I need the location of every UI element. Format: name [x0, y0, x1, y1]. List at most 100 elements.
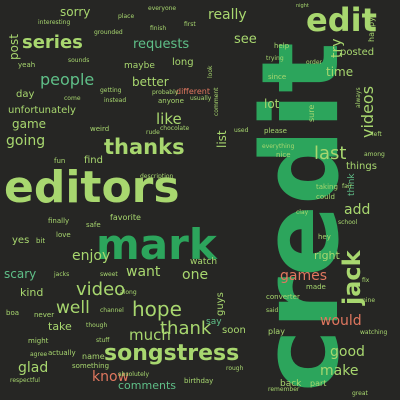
word: bit	[36, 237, 46, 245]
word: name	[82, 352, 105, 361]
word: sorry	[60, 5, 91, 19]
word: love	[56, 231, 71, 239]
word: please	[264, 127, 287, 135]
word: fair	[342, 183, 352, 190]
word: video	[76, 279, 126, 300]
word: posted	[340, 47, 375, 58]
word: day	[16, 89, 35, 100]
word: right	[314, 249, 340, 262]
word: enjoy	[72, 248, 111, 264]
word: series	[22, 32, 83, 53]
word: absolutely	[118, 371, 150, 378]
word: good	[330, 344, 365, 360]
word: want	[126, 264, 161, 280]
word: back	[280, 379, 302, 389]
word: night	[296, 3, 309, 9]
word: going	[6, 133, 46, 149]
word: chocolate	[160, 125, 190, 132]
word: unfortunately	[8, 105, 76, 116]
word: happy	[367, 17, 376, 42]
word: things	[346, 161, 377, 172]
word: really	[208, 7, 247, 23]
word: game	[12, 117, 47, 131]
word: maybe	[124, 61, 155, 71]
word: finish	[150, 25, 167, 32]
word: yeah	[18, 61, 36, 69]
word: respectful	[10, 377, 40, 384]
word: clay	[296, 209, 309, 216]
word: know	[92, 369, 129, 385]
word: credit	[239, 42, 362, 392]
word: scary	[4, 267, 37, 281]
word: soon	[222, 325, 246, 336]
word: nice	[276, 151, 291, 159]
word: part	[310, 379, 327, 388]
word: yes	[12, 235, 30, 246]
word: guys	[215, 292, 226, 316]
word: fix	[362, 277, 370, 284]
word: like	[156, 110, 182, 128]
word: might	[28, 337, 49, 345]
word: songstress	[104, 341, 240, 366]
word: weird	[90, 125, 110, 133]
word: trying	[266, 55, 284, 62]
word: kind	[20, 286, 44, 299]
word: hope	[132, 297, 182, 321]
word: better	[132, 75, 169, 89]
word: could	[316, 193, 335, 201]
word: among	[364, 151, 385, 158]
word: lot	[264, 97, 280, 111]
word: sounds	[68, 57, 90, 64]
word: last	[314, 143, 347, 164]
word: requests	[133, 37, 190, 52]
word: find	[84, 155, 103, 166]
word: interesting	[38, 19, 71, 26]
word: grounded	[94, 29, 123, 36]
word: safe	[86, 221, 101, 229]
word: take	[48, 320, 72, 333]
word: post	[7, 34, 21, 60]
word: watch	[190, 257, 218, 267]
word: school	[338, 219, 358, 226]
word: place	[118, 13, 135, 20]
word: thank	[160, 318, 212, 339]
word: would	[320, 313, 362, 329]
word: say	[206, 317, 222, 327]
word: anyone	[158, 97, 184, 105]
word: along	[120, 289, 137, 296]
word: comments	[118, 379, 176, 392]
word: watching	[360, 329, 388, 336]
word: birthday	[184, 377, 214, 385]
word: remember	[268, 386, 300, 393]
word: everything	[262, 143, 295, 150]
word: made	[306, 283, 326, 291]
word: thanks	[104, 135, 185, 159]
word: add	[344, 202, 371, 218]
word: rough	[226, 365, 244, 372]
word: help	[274, 42, 290, 50]
word: converter	[266, 293, 300, 301]
word: fun	[54, 157, 66, 165]
word: first	[184, 21, 196, 28]
word: never	[34, 311, 55, 319]
word: getting	[100, 87, 122, 94]
word: probably	[152, 89, 179, 96]
word: come	[64, 95, 81, 102]
word: usually	[190, 95, 212, 102]
word: finally	[48, 217, 70, 225]
word: boa	[6, 309, 20, 317]
word: used	[234, 127, 249, 134]
word: glad	[18, 360, 49, 376]
word: stuff	[96, 337, 110, 344]
word: one	[182, 267, 209, 283]
word: mine	[360, 297, 376, 304]
word: mark	[96, 220, 217, 269]
word: order	[306, 59, 322, 66]
word: instead	[104, 97, 127, 104]
word: said	[266, 307, 279, 314]
word: editors	[4, 162, 180, 213]
word: channel	[100, 307, 124, 314]
word: play	[268, 327, 285, 336]
word: left	[372, 131, 382, 138]
